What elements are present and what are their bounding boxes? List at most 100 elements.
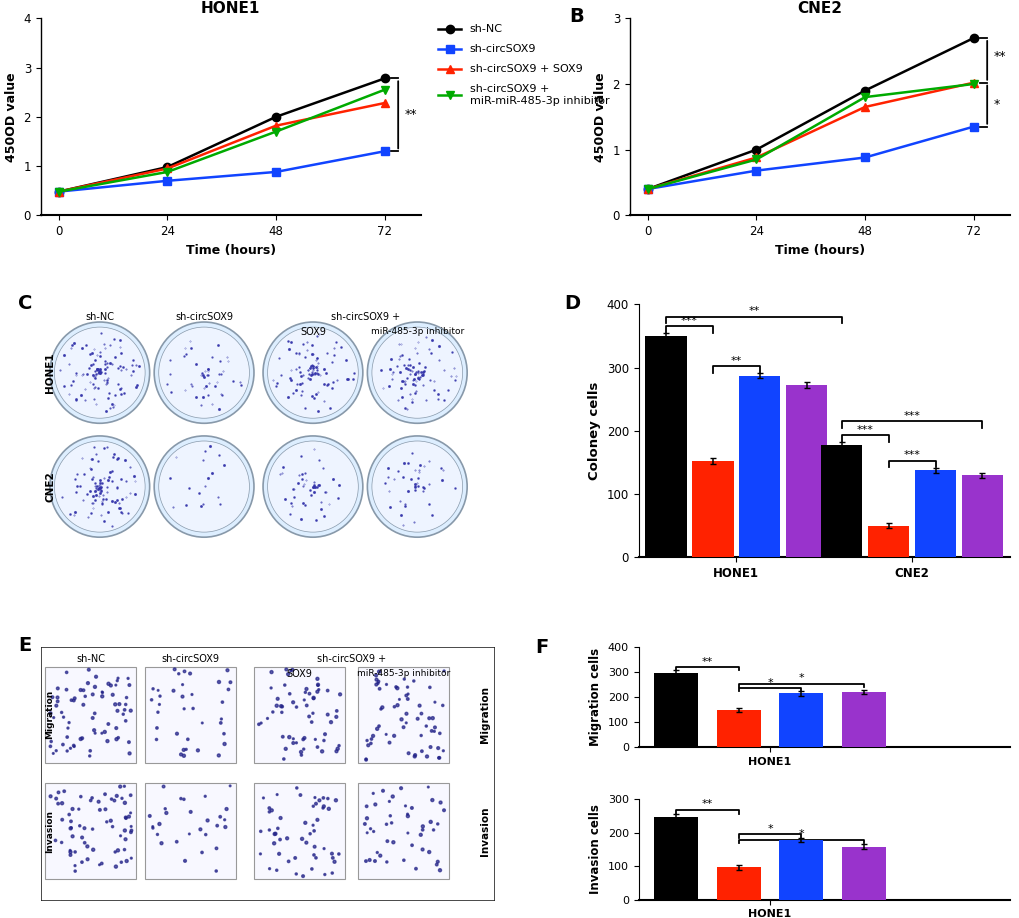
Text: CNE2: CNE2 — [45, 471, 55, 502]
Point — [381, 735, 397, 750]
Point — [415, 819, 431, 834]
Point — [42, 739, 58, 754]
Point — [82, 744, 98, 758]
Point — [434, 698, 450, 712]
Point — [120, 671, 137, 686]
Text: ***: *** — [681, 316, 697, 326]
Point — [424, 711, 440, 725]
Point — [251, 717, 267, 732]
Point — [181, 826, 198, 841]
Point — [116, 843, 132, 857]
Point — [286, 851, 303, 866]
Point — [365, 729, 381, 744]
Point — [91, 794, 107, 809]
Point — [395, 672, 412, 687]
Ellipse shape — [159, 327, 250, 419]
Bar — [254, 666, 344, 763]
Point — [370, 676, 386, 690]
Point — [413, 827, 429, 842]
Point — [387, 679, 404, 694]
Text: Migration: Migration — [479, 687, 489, 744]
Point — [316, 868, 332, 882]
Point — [116, 796, 132, 811]
Ellipse shape — [267, 441, 358, 532]
Point — [216, 812, 232, 827]
Point — [330, 846, 346, 861]
Point — [63, 814, 79, 829]
Point — [316, 841, 332, 856]
Point — [261, 804, 277, 819]
Point — [149, 827, 165, 842]
Point — [60, 721, 76, 735]
Point — [94, 689, 110, 704]
Ellipse shape — [54, 441, 145, 532]
Text: Migration: Migration — [45, 690, 54, 740]
Point — [404, 838, 420, 853]
Point — [118, 854, 135, 868]
Point — [253, 716, 269, 731]
Point — [359, 825, 375, 840]
Point — [359, 811, 375, 825]
Point — [172, 791, 189, 806]
Point — [210, 748, 226, 763]
Point — [393, 712, 410, 727]
Point — [361, 853, 377, 868]
Point — [328, 703, 344, 718]
Text: miR-485-3p inhibitor: miR-485-3p inhibitor — [370, 327, 464, 336]
Point — [372, 701, 388, 716]
Point — [275, 752, 291, 767]
Point — [371, 681, 387, 696]
Point — [266, 827, 282, 842]
Point — [305, 818, 321, 833]
Point — [70, 801, 87, 816]
Point — [47, 834, 63, 848]
Point — [316, 733, 332, 748]
Text: SOX9: SOX9 — [300, 327, 325, 337]
Point — [73, 830, 90, 845]
Point — [100, 677, 116, 691]
Point — [107, 845, 123, 859]
Point — [50, 694, 66, 709]
Point — [150, 683, 166, 698]
Point — [112, 779, 128, 794]
Point — [305, 690, 321, 705]
Point — [299, 698, 315, 712]
Point — [145, 681, 161, 696]
Point — [378, 677, 394, 692]
Title: CNE2: CNE2 — [797, 1, 842, 16]
Point — [306, 847, 322, 862]
Point — [190, 743, 206, 757]
Point — [219, 663, 235, 677]
Point — [309, 740, 325, 755]
Text: **: ** — [701, 800, 712, 810]
Point — [61, 715, 77, 730]
Point — [82, 748, 98, 763]
Bar — [867, 526, 908, 557]
Y-axis label: 450OD value: 450OD value — [5, 72, 18, 162]
Point — [391, 692, 408, 707]
Text: *: * — [766, 677, 772, 688]
Point — [287, 867, 304, 881]
Point — [79, 852, 96, 867]
Point — [404, 800, 420, 815]
Point — [288, 735, 305, 750]
Text: sh-NC: sh-NC — [86, 312, 114, 322]
Point — [104, 819, 120, 834]
Point — [192, 822, 208, 836]
Point — [305, 691, 321, 706]
Point — [294, 732, 311, 746]
Point — [422, 814, 438, 829]
Point — [413, 706, 429, 721]
Point — [108, 732, 124, 746]
Point — [310, 678, 326, 693]
Text: sh-circSOX9 +: sh-circSOX9 + — [330, 312, 399, 322]
Point — [109, 703, 125, 718]
Point — [399, 691, 416, 706]
Point — [408, 861, 424, 876]
Point — [175, 748, 192, 763]
Point — [44, 689, 60, 704]
Point — [277, 742, 293, 756]
Point — [97, 724, 113, 739]
Point — [92, 857, 108, 872]
Point — [108, 789, 124, 803]
